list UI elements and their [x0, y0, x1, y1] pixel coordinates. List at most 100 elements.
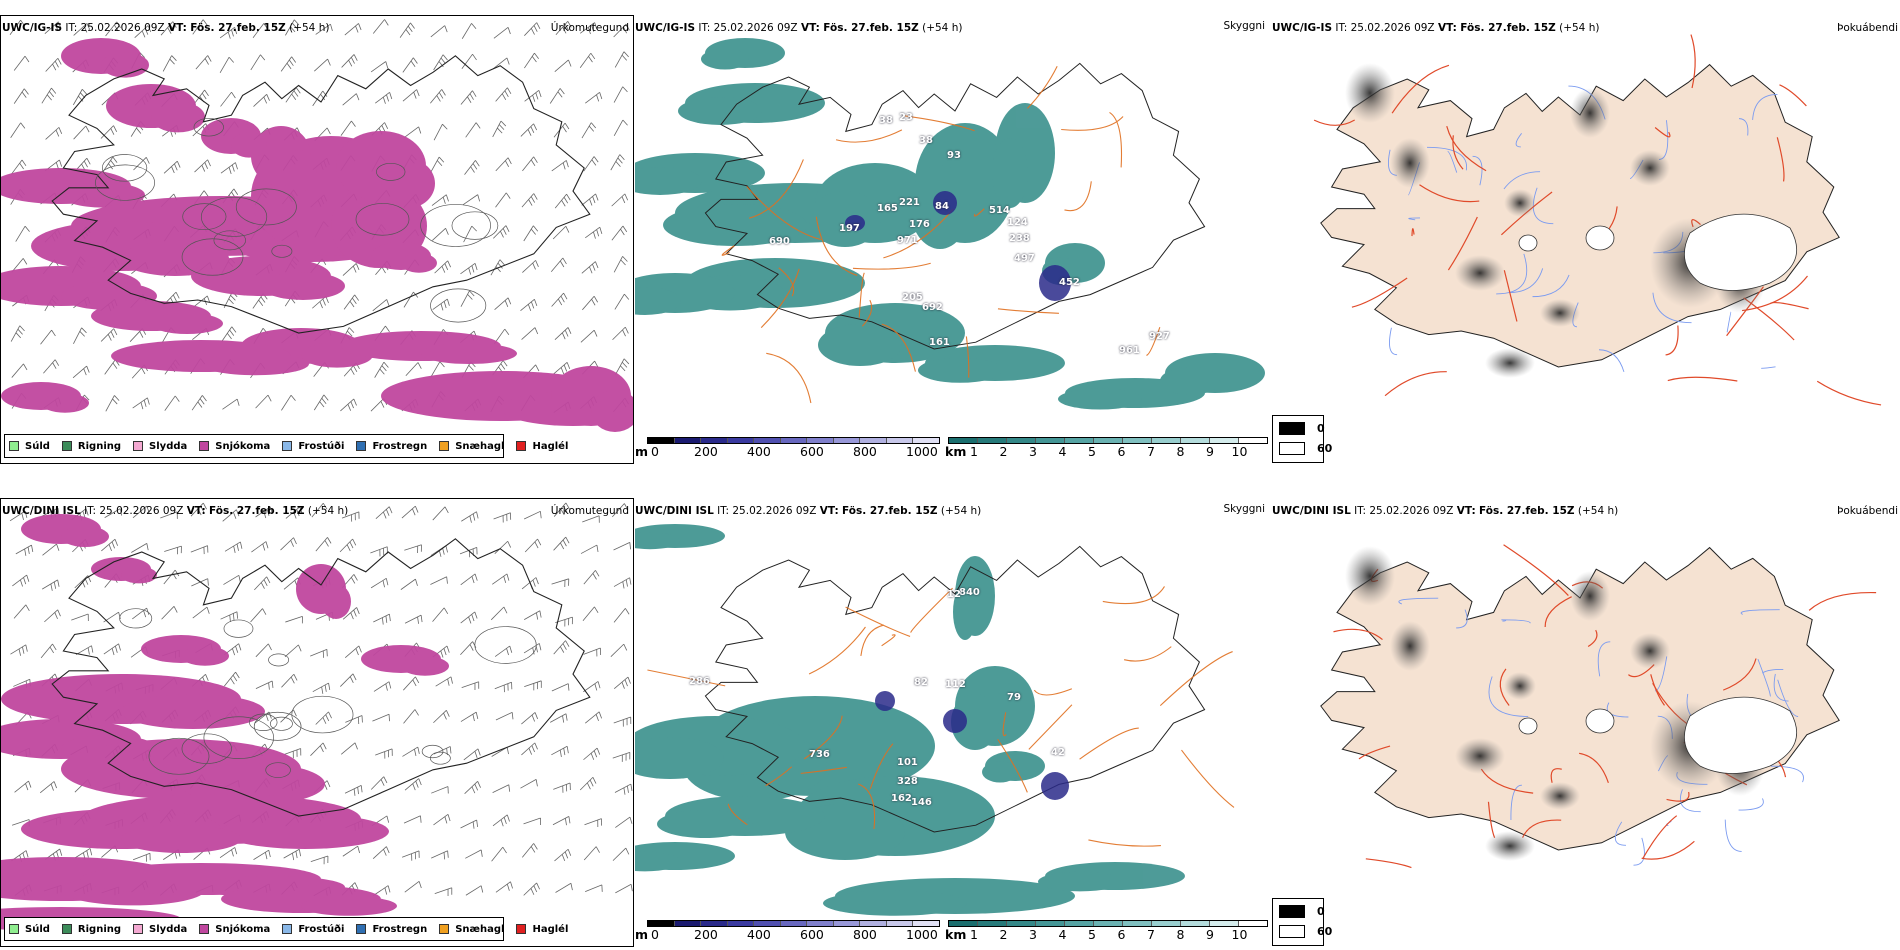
- fog-legend-item: 60: [1279, 925, 1332, 938]
- lead-time: (+54 h): [307, 505, 349, 517]
- legend-item: Súld: [9, 924, 50, 935]
- visibility-tick: 10: [1231, 444, 1248, 459]
- visibility-tick: 5: [1088, 444, 1096, 459]
- lead-time: (+54 h): [940, 505, 982, 517]
- visibility-unit: km: [945, 444, 967, 459]
- fog-index-map[interactable]: [1270, 516, 1900, 916]
- precip-type-legend: Súld Rigning Slydda Snjókoma Frostúði Frostre…: [4, 917, 568, 941]
- init-time-value: 25.02.2026 09Z: [732, 505, 817, 517]
- iceland-coastline: [704, 62, 1206, 350]
- fog-legend-item: 0: [1279, 422, 1325, 435]
- legend-label: Frostúði: [298, 923, 345, 935]
- legend-swatch: [282, 924, 293, 934]
- legend-item: Snæhagl: [439, 924, 504, 935]
- run-info-header: UWC/DINI ISL IT: 25.02.2026 09Z VT: Fös.…: [1272, 505, 1618, 517]
- valid-time-label: VT:: [167, 22, 187, 34]
- iceland-coastline: [51, 55, 591, 334]
- visibility-colorbar: [948, 920, 1268, 927]
- legend-label: Rigning: [77, 923, 122, 935]
- legend-swatch: [133, 441, 144, 451]
- legend-item: Frostregn: [356, 924, 427, 935]
- legend-swatch: [439, 441, 450, 451]
- peak-height-label: 328: [897, 776, 918, 787]
- peak-height-label: 205: [902, 292, 923, 303]
- peak-height-label: 497: [1014, 253, 1035, 264]
- init-time-label: IT:: [717, 505, 730, 517]
- visibility-tick: 8: [1176, 444, 1185, 459]
- valid-time-value: Fös. 27.feb. 15Z: [1460, 22, 1556, 34]
- legend-label: Frostregn: [372, 440, 428, 452]
- peak-height-label: 165: [877, 203, 898, 214]
- valid-time-value: Fös. 27.feb. 15Z: [190, 22, 286, 34]
- run-info-header: UWC/IG-IS IT: 25.02.2026 09Z VT: Fös. 27…: [2, 22, 329, 34]
- fog-index-canvas: [1313, 34, 1882, 406]
- legend-item: Slydda: [133, 441, 187, 452]
- peak-height-label: 690: [769, 236, 790, 247]
- visibility-tick: 4: [1058, 927, 1067, 942]
- height-colorbar: [647, 920, 940, 927]
- peak-height-label: 961: [1119, 345, 1140, 356]
- visibility-tick: 3: [1029, 444, 1037, 459]
- legend-label: Snjókoma: [215, 440, 271, 452]
- peak-height-label: 452: [1059, 277, 1080, 288]
- peak-height-label: 124: [1007, 217, 1028, 228]
- height-colorbar: [647, 437, 940, 444]
- legend-item: Slydda: [133, 924, 187, 935]
- height-tick: 800: [853, 927, 877, 942]
- lead-time: (+54 h): [289, 22, 330, 34]
- visibility-tick: 3: [1029, 927, 1037, 942]
- legend-swatch: [356, 441, 367, 451]
- visibility-tick: 8: [1176, 927, 1185, 942]
- visibility-tick: 7: [1147, 927, 1155, 942]
- visibility-unit: km: [945, 927, 967, 942]
- legend-swatch: [9, 924, 19, 934]
- valid-time-label: VT:: [186, 505, 206, 517]
- init-time-value: 25.02.2026 09Z: [99, 505, 184, 517]
- fog-legend-label: 0: [1317, 905, 1325, 918]
- legend-label: Haglél: [532, 923, 569, 935]
- glacier-areas: [1518, 213, 1798, 291]
- low-visibility-areas: [635, 38, 1265, 410]
- visibility-tick: 9: [1206, 444, 1214, 459]
- height-tick: 0: [651, 444, 659, 459]
- run-info-header: UWC/IG-IS IT: 25.02.2026 09Z VT: Fös. 27…: [635, 22, 962, 34]
- legend-swatch: [516, 924, 527, 934]
- legend-item: Snjókoma: [199, 441, 270, 452]
- legend-swatch: [133, 924, 144, 934]
- visibility-map[interactable]: 38 23 38 93 221 165 84 514 176 124 197 971 238 690 497…: [635, 33, 1269, 433]
- model-name: UWC/DINI ISL: [635, 505, 714, 517]
- peak-height-label: 38: [879, 115, 893, 126]
- legend-item: Rigning: [61, 441, 121, 452]
- visibility-tick: 2: [999, 444, 1008, 459]
- run-info-header: UWC/IG-IS IT: 25.02.2026 09Z VT: Fös. 27…: [1272, 22, 1599, 34]
- height-tick: 0: [651, 927, 659, 942]
- legend-swatch: [199, 924, 210, 934]
- legend-item: Frostúði: [282, 441, 344, 452]
- precip-type-map[interactable]: Súld Rigning Slydda Snjókoma Frostúði Frostre…: [0, 498, 634, 947]
- precip-type-map[interactable]: Súld Rigning Slydda Snjókoma Frostúði Frostre…: [0, 15, 634, 464]
- snow-areas: [1, 514, 449, 934]
- peak-height-label: 79: [1007, 692, 1021, 703]
- valid-time-value: Fös. 27.feb. 15Z: [842, 505, 938, 517]
- visibility-tick: 7: [1147, 444, 1155, 459]
- init-time-label: IT:: [65, 22, 78, 34]
- peak-height-label: 38: [919, 135, 933, 146]
- fog-index-map[interactable]: [1270, 33, 1900, 433]
- peak-height-label: 927: [1149, 331, 1170, 342]
- panel-title: Úrkomutegund: [550, 22, 629, 34]
- legend-item: Súld: [9, 441, 50, 452]
- peak-height-label: 23: [899, 112, 913, 123]
- lead-time: (+54 h): [1577, 505, 1619, 517]
- height-tick: 200: [694, 444, 718, 459]
- cloud-base-areas: [845, 191, 1071, 301]
- visibility-tick: 10: [1231, 927, 1248, 942]
- peak-height-label: 112: [945, 679, 966, 690]
- valid-time-value: Fös. 27.feb. 15Z: [823, 22, 919, 34]
- low-visibility-areas: [635, 524, 1185, 916]
- legend-item: Frostregn: [356, 441, 427, 452]
- fog-legend-swatch: [1279, 925, 1305, 938]
- fog-index-legend: 0 60: [1272, 898, 1332, 946]
- model-name: UWC/DINI ISL: [1272, 505, 1351, 517]
- valid-time-value: Fös. 27.feb. 15Z: [1479, 505, 1575, 517]
- visibility-map[interactable]: 840 12 286 112 82 79 42 736 101 328 162 146: [635, 516, 1269, 916]
